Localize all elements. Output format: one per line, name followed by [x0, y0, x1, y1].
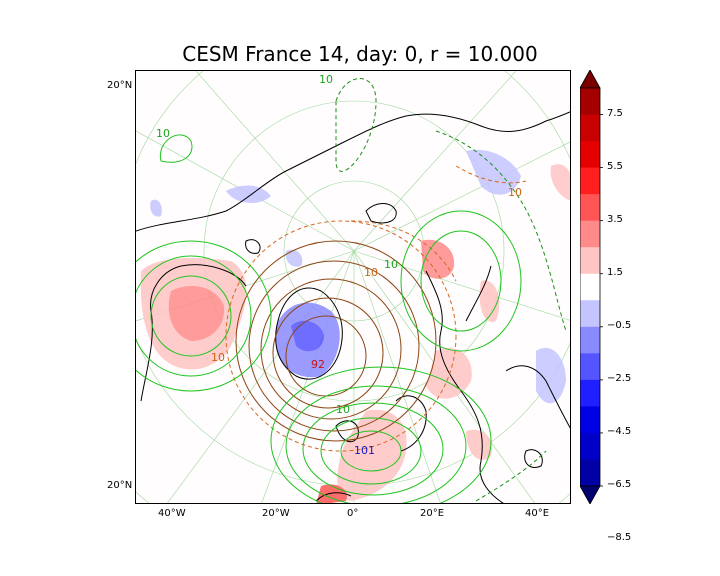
polar-map: 10 10 10 10 10 10 10 92 101	[135, 70, 571, 504]
negative-anomaly-shading	[150, 149, 566, 404]
contour-labels: 10 10 10 10 10 10 10 92 101	[156, 73, 522, 457]
colorbar	[580, 70, 603, 504]
lat-label-bottom: 20°N	[107, 480, 133, 491]
colorbar-segment	[580, 406, 600, 434]
lat-label-top: 20°N	[107, 80, 133, 91]
lon-label-40e: 40°E	[525, 508, 550, 519]
map-title: CESM France 14, day: 0, r = 10.000	[182, 42, 538, 66]
map-canvas: 10 10 10 10 10 10 10 92 101	[136, 71, 570, 503]
high-pressure-contours	[136, 78, 567, 503]
colorbar-tick-label: −4.5	[607, 425, 632, 437]
lon-label-0: 0°	[347, 508, 359, 519]
contour-label: 10	[156, 127, 170, 140]
contour-label: 101	[354, 444, 375, 457]
colorbar-frame	[580, 87, 601, 487]
colorbar-tick-label: 3.5	[607, 213, 623, 225]
colorbar-tick-label: −8.5	[607, 532, 632, 544]
lon-label-40w: 40°W	[158, 508, 186, 519]
colorbar-segment	[580, 167, 600, 195]
colorbar-segment	[580, 326, 600, 354]
colorbar-segment	[580, 300, 600, 328]
contour-label: 10	[384, 258, 398, 271]
colorbar-tick-label: 1.5	[607, 266, 623, 278]
colorbar-segment	[580, 432, 600, 460]
colorbar-segment	[580, 114, 600, 142]
colorbar-segment	[580, 88, 600, 116]
contour-label: 10	[211, 351, 225, 364]
contour-label: 10	[336, 403, 350, 416]
colorbar-segment	[580, 247, 600, 275]
contour-label: 10	[508, 186, 522, 199]
colorbar-extend-bottom	[580, 485, 601, 504]
colorbar-segment	[580, 194, 600, 222]
colorbar-tick-label: 5.5	[607, 160, 623, 172]
colorbar-extend-top	[580, 70, 601, 89]
contour-label: 10	[319, 73, 333, 86]
colorbar-segment	[580, 141, 600, 169]
colorbar-tick-label: −2.5	[607, 372, 632, 384]
colorbar-tick-label: −6.5	[607, 479, 632, 490]
colorbar-segment	[580, 273, 600, 301]
colorbar-segment	[580, 353, 600, 381]
lon-label-20e: 20°E	[420, 508, 445, 519]
positive-anomaly-shading	[140, 164, 570, 503]
contour-label: 92	[311, 358, 325, 371]
colorbar-segment	[580, 459, 600, 487]
colorbar-tick-label: −0.5	[607, 319, 632, 331]
contour-label: 10	[364, 266, 378, 279]
colorbar-tick-label: 7.5	[607, 107, 623, 119]
colorbar-segment	[580, 379, 600, 407]
colorbar-segment	[580, 220, 600, 248]
lon-label-20w: 20°W	[262, 508, 290, 519]
